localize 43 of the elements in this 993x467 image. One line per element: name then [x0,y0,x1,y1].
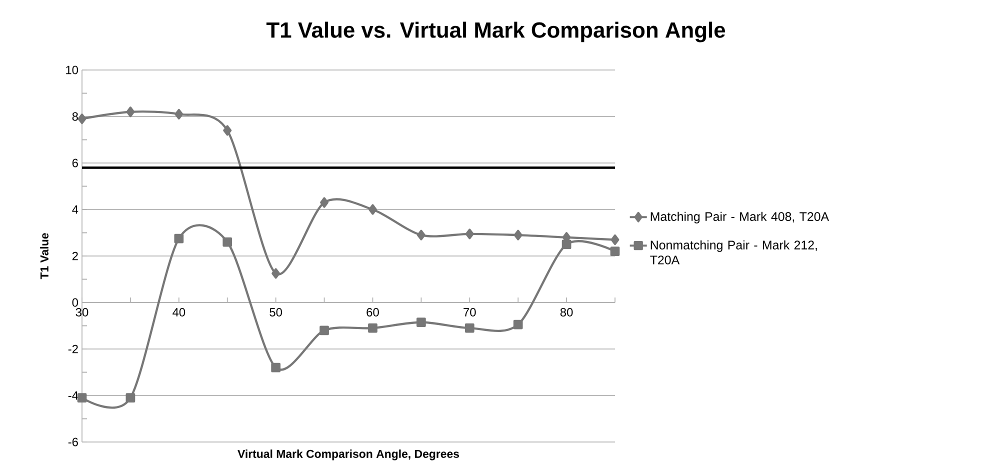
point [562,240,572,250]
point [465,228,474,240]
y-tick-label: -4 [68,391,78,400]
point [77,393,87,403]
point [514,230,522,240]
point [320,326,329,336]
x-tick-label: 70 [464,308,476,316]
y-tick-label: 8 [72,112,78,121]
chart-title: T1 Value vs. Virtual Mark Comparison Angle [266,22,726,42]
point [271,362,280,372]
x-tick-label: 60 [366,308,379,316]
point [416,318,426,327]
point [610,246,620,256]
y-tick-label: 0 [72,298,78,307]
y-tick-label: 4 [72,205,78,214]
point [174,108,184,120]
x-tick-label: 50 [270,308,282,316]
y-tick-label: 10 [66,66,78,74]
point [272,268,280,279]
point [78,114,86,124]
x-tick-label: 30 [76,308,88,316]
point [368,323,378,333]
y-tick-label: 2 [72,252,78,260]
point [223,125,232,136]
point [368,204,377,215]
point [222,237,232,247]
y-tick-label: -2 [68,344,78,354]
y-tick-label: 6 [72,158,78,168]
y-tick-label: -6 [68,438,78,446]
point [610,234,620,245]
x-tick-label: 80 [560,308,573,316]
x-tick-label: 40 [172,308,186,316]
point [320,197,329,208]
point [513,320,523,330]
x-axis-title: Virtual Mark Comparison Angle, Degrees [238,450,460,460]
point [174,234,184,244]
legend-label: Matching Pair - Mark 408, T20A [650,212,830,224]
legend-label: Nonmatching Pair - Mark 212, T20A [650,240,817,264]
y-axis-title: T1 Value [40,233,48,280]
point [416,230,426,240]
point [126,393,136,403]
point [126,106,135,118]
point [464,323,474,333]
